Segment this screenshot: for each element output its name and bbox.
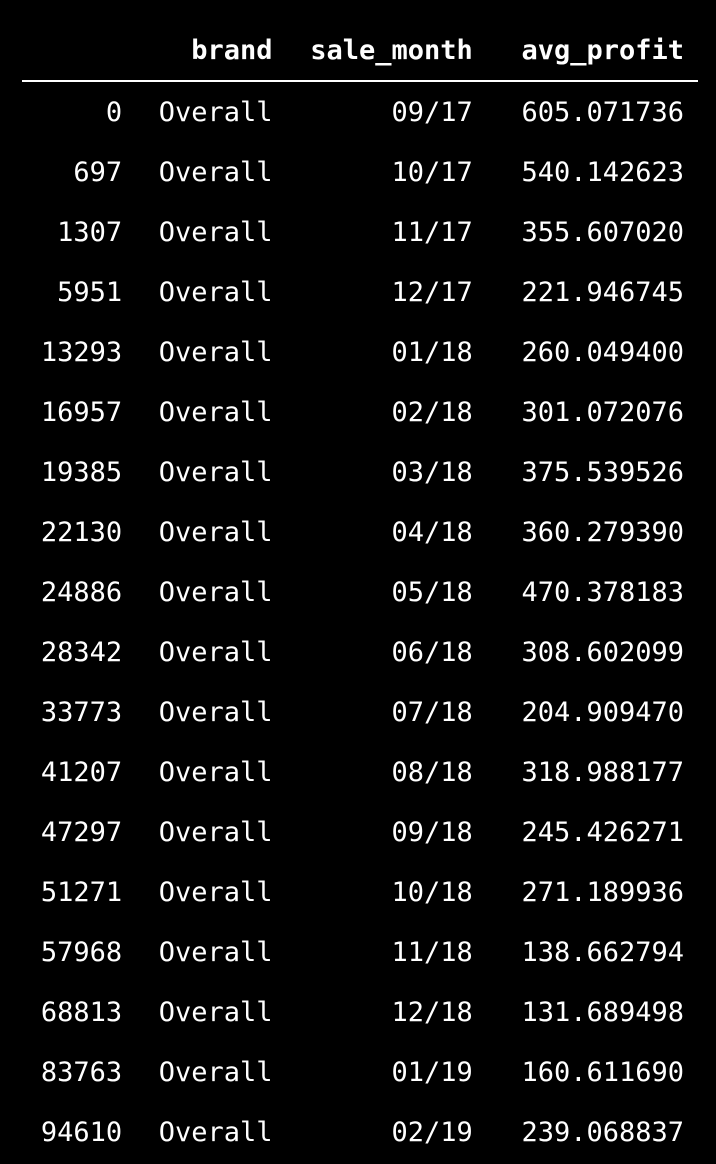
cell-avg-profit: 160.611690 bbox=[521, 1056, 684, 1088]
table-header: brand sale_month avg_profit bbox=[22, 20, 698, 82]
cell-sale-month: 09/18 bbox=[391, 816, 473, 848]
cell-avg-profit: 260.049400 bbox=[521, 336, 684, 368]
cell-brand: Overall bbox=[158, 216, 273, 248]
cell-brand: Overall bbox=[158, 156, 273, 188]
cell-avg-profit: 355.607020 bbox=[521, 216, 684, 248]
table-row: 16957 Overall 02/18 301.072076 bbox=[22, 382, 698, 442]
table-body: 0 Overall 09/17 605.071736 697 Overall 10/17 54… bbox=[22, 81, 698, 1162]
cell-avg-profit: 375.539526 bbox=[521, 456, 684, 488]
cell-avg-profit: 221.946745 bbox=[521, 276, 684, 308]
cell-index: 94610 bbox=[40, 1116, 123, 1148]
cell-brand: Overall bbox=[158, 636, 273, 668]
cell-brand: Overall bbox=[158, 336, 273, 368]
cell-brand: Overall bbox=[158, 396, 273, 428]
cell-avg-profit: 131.689498 bbox=[521, 996, 684, 1028]
cell-index: 1307 bbox=[57, 216, 123, 248]
table-row: 28342 Overall 06/18 308.602099 bbox=[22, 622, 698, 682]
cell-brand: Overall bbox=[158, 576, 273, 608]
cell-brand: Overall bbox=[158, 516, 273, 548]
table-row: 13293 Overall 01/18 260.049400 bbox=[22, 322, 698, 382]
cell-sale-month: 07/18 bbox=[391, 696, 473, 728]
header-row: brand sale_month avg_profit bbox=[22, 20, 698, 82]
cell-sale-month: 03/18 bbox=[391, 456, 473, 488]
column-header-index bbox=[22, 20, 123, 82]
table-row: 47297 Overall 09/18 245.426271 bbox=[22, 802, 698, 862]
table-row: 697 Overall 10/17 540.142623 bbox=[22, 142, 698, 202]
cell-avg-profit: 245.426271 bbox=[521, 816, 684, 848]
cell-brand: Overall bbox=[158, 996, 273, 1028]
cell-sale-month: 04/18 bbox=[391, 516, 473, 548]
cell-sale-month: 10/18 bbox=[391, 876, 473, 908]
cell-avg-profit: 271.189936 bbox=[521, 876, 684, 908]
column-header-avg-profit: avg_profit bbox=[472, 20, 698, 82]
table-row: 68813 Overall 12/18 131.689498 bbox=[22, 982, 698, 1042]
cell-index: 51271 bbox=[40, 876, 123, 908]
column-header-sale-month: sale_month bbox=[272, 20, 473, 82]
cell-avg-profit: 308.602099 bbox=[521, 636, 684, 668]
cell-index: 24886 bbox=[40, 576, 123, 608]
cell-brand: Overall bbox=[158, 456, 273, 488]
table-row: 0 Overall 09/17 605.071736 bbox=[22, 81, 698, 142]
cell-index: 83763 bbox=[40, 1056, 123, 1088]
table-row: 94610 Overall 02/19 239.068837 bbox=[22, 1102, 698, 1162]
cell-avg-profit: 301.072076 bbox=[521, 396, 684, 428]
cell-index: 68813 bbox=[40, 996, 123, 1028]
table-row: 57968 Overall 11/18 138.662794 bbox=[22, 922, 698, 982]
cell-index: 5951 bbox=[57, 276, 123, 308]
table-row: 19385 Overall 03/18 375.539526 bbox=[22, 442, 698, 502]
cell-brand: Overall bbox=[158, 936, 273, 968]
cell-sale-month: 01/19 bbox=[391, 1056, 473, 1088]
cell-index: 19385 bbox=[40, 456, 123, 488]
cell-sale-month: 05/18 bbox=[391, 576, 473, 608]
cell-avg-profit: 605.071736 bbox=[521, 96, 684, 128]
cell-brand: Overall bbox=[158, 96, 273, 128]
cell-index: 22130 bbox=[40, 516, 123, 548]
table-row: 24886 Overall 05/18 470.378183 bbox=[22, 562, 698, 622]
table-row: 22130 Overall 04/18 360.279390 bbox=[22, 502, 698, 562]
cell-sale-month: 12/18 bbox=[391, 996, 473, 1028]
cell-sale-month: 11/18 bbox=[391, 936, 473, 968]
cell-index: 57968 bbox=[40, 936, 123, 968]
cell-avg-profit: 138.662794 bbox=[521, 936, 684, 968]
cell-index: 697 bbox=[73, 156, 123, 188]
cell-sale-month: 09/17 bbox=[391, 96, 473, 128]
table-row: 33773 Overall 07/18 204.909470 bbox=[22, 682, 698, 742]
table-row: 41207 Overall 08/18 318.988177 bbox=[22, 742, 698, 802]
cell-index: 13293 bbox=[40, 336, 123, 368]
cell-brand: Overall bbox=[158, 816, 273, 848]
cell-avg-profit: 540.142623 bbox=[521, 156, 684, 188]
table-row: 83763 Overall 01/19 160.611690 bbox=[22, 1042, 698, 1102]
cell-avg-profit: 204.909470 bbox=[521, 696, 684, 728]
cell-brand: Overall bbox=[158, 696, 273, 728]
column-header-brand: brand bbox=[122, 20, 273, 82]
cell-index: 33773 bbox=[40, 696, 123, 728]
cell-avg-profit: 470.378183 bbox=[521, 576, 684, 608]
table-row: 51271 Overall 10/18 271.189936 bbox=[22, 862, 698, 922]
cell-sale-month: 08/18 bbox=[391, 756, 473, 788]
cell-index: 0 bbox=[105, 96, 123, 128]
cell-sale-month: 06/18 bbox=[391, 636, 473, 668]
cell-avg-profit: 318.988177 bbox=[521, 756, 684, 788]
cell-brand: Overall bbox=[158, 1056, 273, 1088]
table-row: 5951 Overall 12/17 221.946745 bbox=[22, 262, 698, 322]
cell-sale-month: 10/17 bbox=[391, 156, 473, 188]
table-row: 1307 Overall 11/17 355.607020 bbox=[22, 202, 698, 262]
cell-avg-profit: 239.068837 bbox=[521, 1116, 684, 1148]
cell-index: 41207 bbox=[40, 756, 123, 788]
cell-brand: Overall bbox=[158, 276, 273, 308]
cell-index: 47297 bbox=[40, 816, 123, 848]
cell-brand: Overall bbox=[158, 756, 273, 788]
cell-sale-month: 02/19 bbox=[391, 1116, 473, 1148]
cell-sale-month: 11/17 bbox=[391, 216, 473, 248]
cell-index: 16957 bbox=[40, 396, 123, 428]
dataframe-table: brand sale_month avg_profit 0 Overall 09/1… bbox=[22, 20, 698, 1162]
cell-brand: Overall bbox=[158, 1116, 273, 1148]
cell-brand: Overall bbox=[158, 876, 273, 908]
cell-sale-month: 02/18 bbox=[391, 396, 473, 428]
cell-sale-month: 01/18 bbox=[391, 336, 473, 368]
cell-avg-profit: 360.279390 bbox=[521, 516, 684, 548]
cell-sale-month: 12/17 bbox=[391, 276, 473, 308]
cell-index: 28342 bbox=[40, 636, 123, 668]
